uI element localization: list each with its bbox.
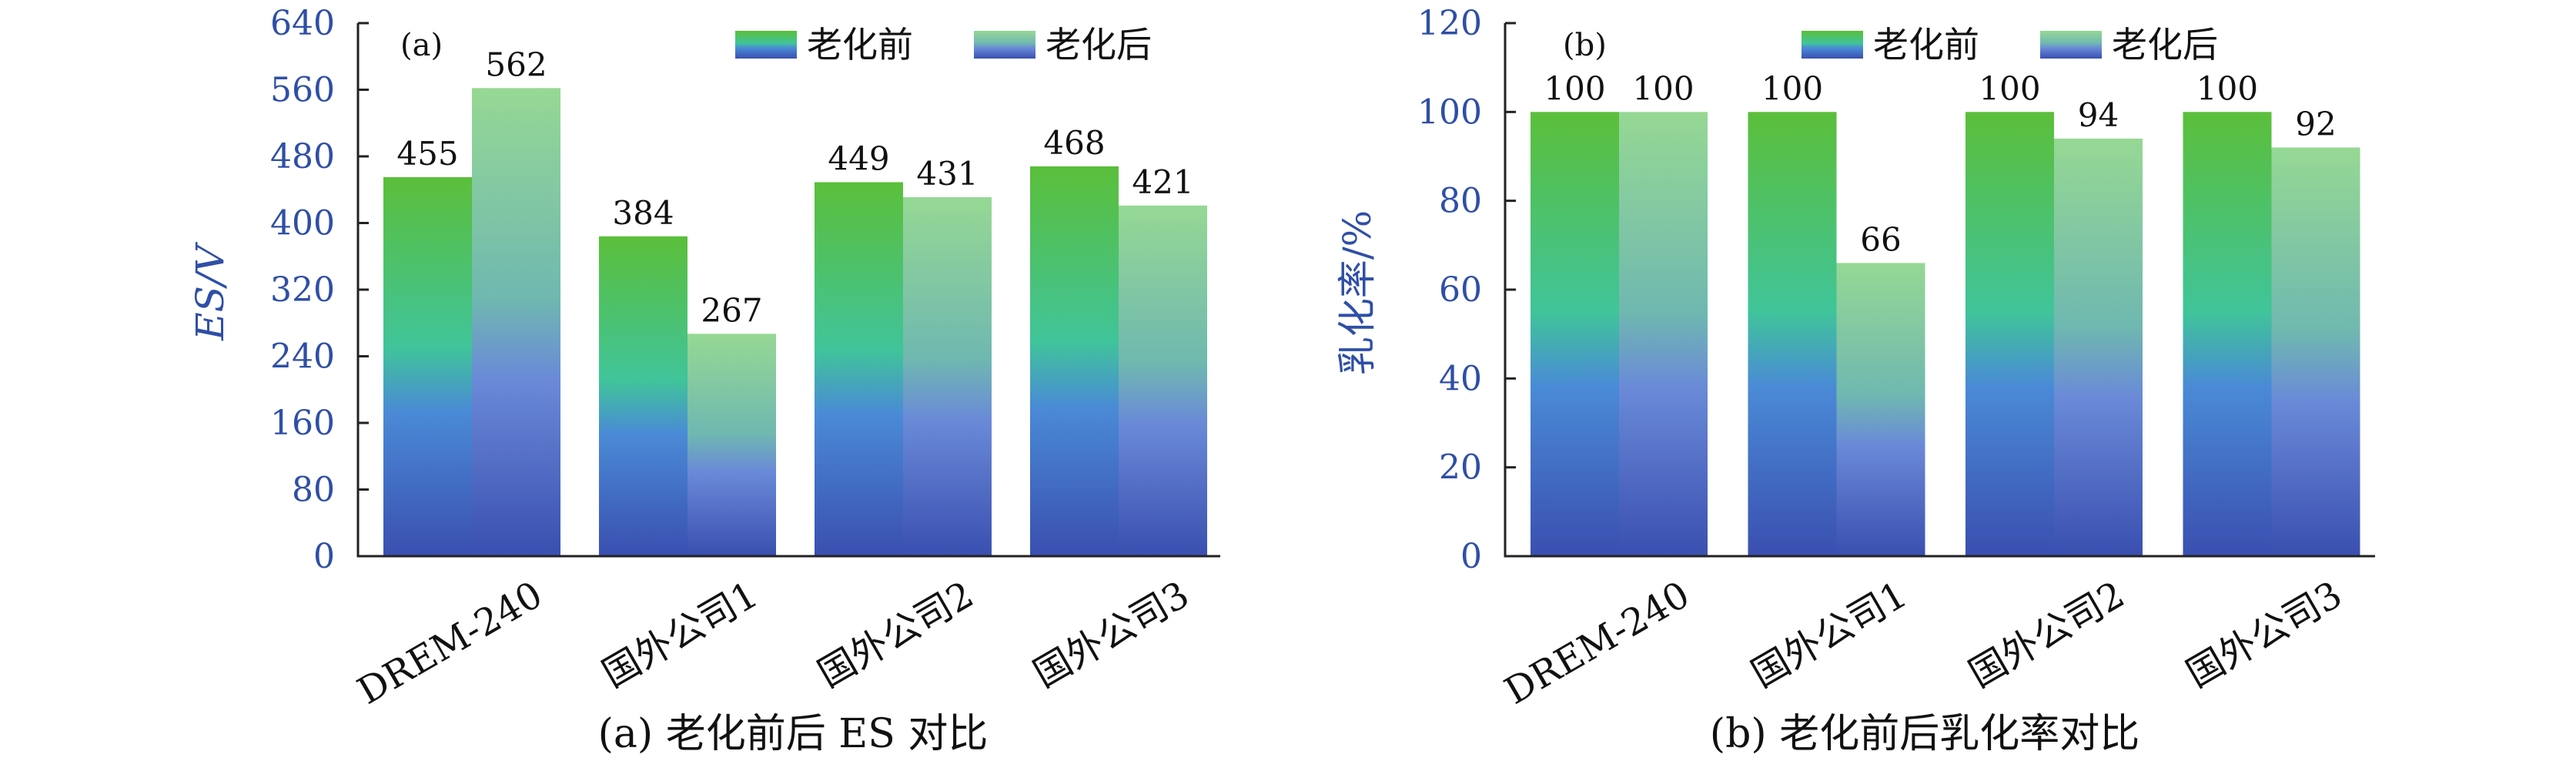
panel-a-data-labels: 455 562 384 267 449 431 468 421 <box>396 45 1193 329</box>
panel-a-legend: 老化前 老化后 <box>735 24 1152 65</box>
panel-a-y-ticks: 0 80 160 240 320 400 480 560 640 <box>270 4 369 576</box>
y-tick-label: 100 <box>1417 92 1482 132</box>
category-label: 国外公司2 <box>811 573 981 696</box>
panel-a-category-labels: DREM-240 国外公司1 国外公司2 国外公司3 <box>350 573 1196 713</box>
panel-b-data-labels: 100 100 100 66 100 94 100 92 <box>1544 69 2336 258</box>
y-tick-label: 40 <box>1439 359 1482 398</box>
bar-before <box>1965 112 2054 557</box>
bar-value-label: 100 <box>1979 69 2040 107</box>
bar-after <box>2271 147 2360 556</box>
bar-before <box>815 182 903 557</box>
bar-after <box>903 196 992 556</box>
bar-value-label: 100 <box>2196 69 2258 107</box>
category-label: DREM-240 <box>1497 573 1697 713</box>
panel-b-axes <box>1504 23 2375 558</box>
bar-value-label: 562 <box>485 45 547 83</box>
panel-b-category-labels: DREM-240 国外公司1 国外公司2 国外公司3 <box>1497 573 2349 713</box>
panel-a-label: (a) <box>400 28 443 63</box>
bar-after <box>1836 263 1925 556</box>
bar-value-label: 100 <box>1761 69 1823 107</box>
panel-b-y-axis-label: 乳化率/% <box>1335 210 1380 375</box>
bar-value-label: 384 <box>612 194 674 232</box>
bar-value-label: 66 <box>1860 220 1901 258</box>
legend-swatch-before <box>735 31 797 59</box>
bar-after <box>472 88 560 556</box>
category-label: 国外公司3 <box>1026 573 1196 696</box>
bar-before <box>383 177 472 556</box>
bar-value-label: 100 <box>1632 69 1694 107</box>
legend-label-after: 老化后 <box>2112 24 2218 65</box>
y-tick-label: 320 <box>270 270 335 310</box>
bar-value-label: 431 <box>916 155 978 193</box>
bar-before <box>1748 112 1837 557</box>
bar-before <box>1531 112 1619 557</box>
bar-value-label: 421 <box>1132 163 1193 201</box>
bar-before <box>2183 112 2272 557</box>
panel-b-legend: 老化前 老化后 <box>1802 24 2218 65</box>
panel-a-bars <box>383 88 1207 557</box>
panel-b-caption: (b) 老化前后乳化率对比 <box>1710 711 2139 757</box>
y-tick-label: 400 <box>270 204 335 243</box>
bar-value-label: 455 <box>396 135 458 173</box>
bar-before <box>599 236 687 556</box>
category-label: 国外公司3 <box>2180 573 2350 696</box>
bar-after <box>687 334 776 556</box>
bar-after <box>1119 205 1207 556</box>
panel-a-caption: (a) 老化前后 ES 对比 <box>598 711 989 757</box>
legend-swatch-after <box>974 31 1035 59</box>
panel-b-y-ticks: 0 20 40 60 80 100 120 <box>1417 4 1516 576</box>
y-tick-label: 0 <box>313 537 335 576</box>
panel-b-label: (b) <box>1563 28 1607 63</box>
bar-before <box>1030 166 1119 556</box>
bar-after <box>1619 112 1708 557</box>
y-tick-label: 80 <box>292 471 335 510</box>
y-tick-label: 160 <box>270 404 335 443</box>
legend-label-after: 老化后 <box>1045 24 1152 65</box>
bar-value-label: 449 <box>828 140 889 178</box>
chart-panel-a: (a) ES/V 老化前 老化后 0 80 160 240 320 400 480 560 64… <box>188 4 1220 757</box>
y-tick-label: 120 <box>1417 4 1482 43</box>
y-tick-label: 0 <box>1460 537 1482 576</box>
legend-label-before: 老化前 <box>807 24 913 65</box>
bar-value-label: 100 <box>1544 69 1605 107</box>
y-tick-label: 640 <box>270 4 335 43</box>
y-tick-label: 20 <box>1439 448 1482 488</box>
bar-value-label: 92 <box>2295 105 2336 143</box>
y-tick-label: 560 <box>270 71 335 110</box>
panel-a-y-axis-label: ES/V <box>188 241 233 341</box>
category-label: 国外公司2 <box>1962 573 2132 696</box>
y-tick-label: 60 <box>1439 270 1482 310</box>
y-tick-label: 480 <box>270 137 335 176</box>
category-label: DREM-240 <box>350 573 550 713</box>
panel-a-axes <box>356 23 1220 558</box>
panel-b-bars <box>1531 112 2360 557</box>
legend-swatch-after <box>2040 31 2102 59</box>
bar-value-label: 468 <box>1043 124 1105 162</box>
y-tick-label: 80 <box>1439 182 1482 221</box>
category-label: 国外公司1 <box>595 573 765 696</box>
bar-value-label: 94 <box>2078 96 2119 134</box>
bar-value-label: 267 <box>701 291 762 329</box>
legend-swatch-before <box>1802 31 1863 59</box>
category-label: 国外公司1 <box>1745 573 1915 696</box>
legend-label-before: 老化前 <box>1873 24 1979 65</box>
bar-after <box>2054 138 2143 556</box>
y-tick-label: 240 <box>270 337 335 377</box>
